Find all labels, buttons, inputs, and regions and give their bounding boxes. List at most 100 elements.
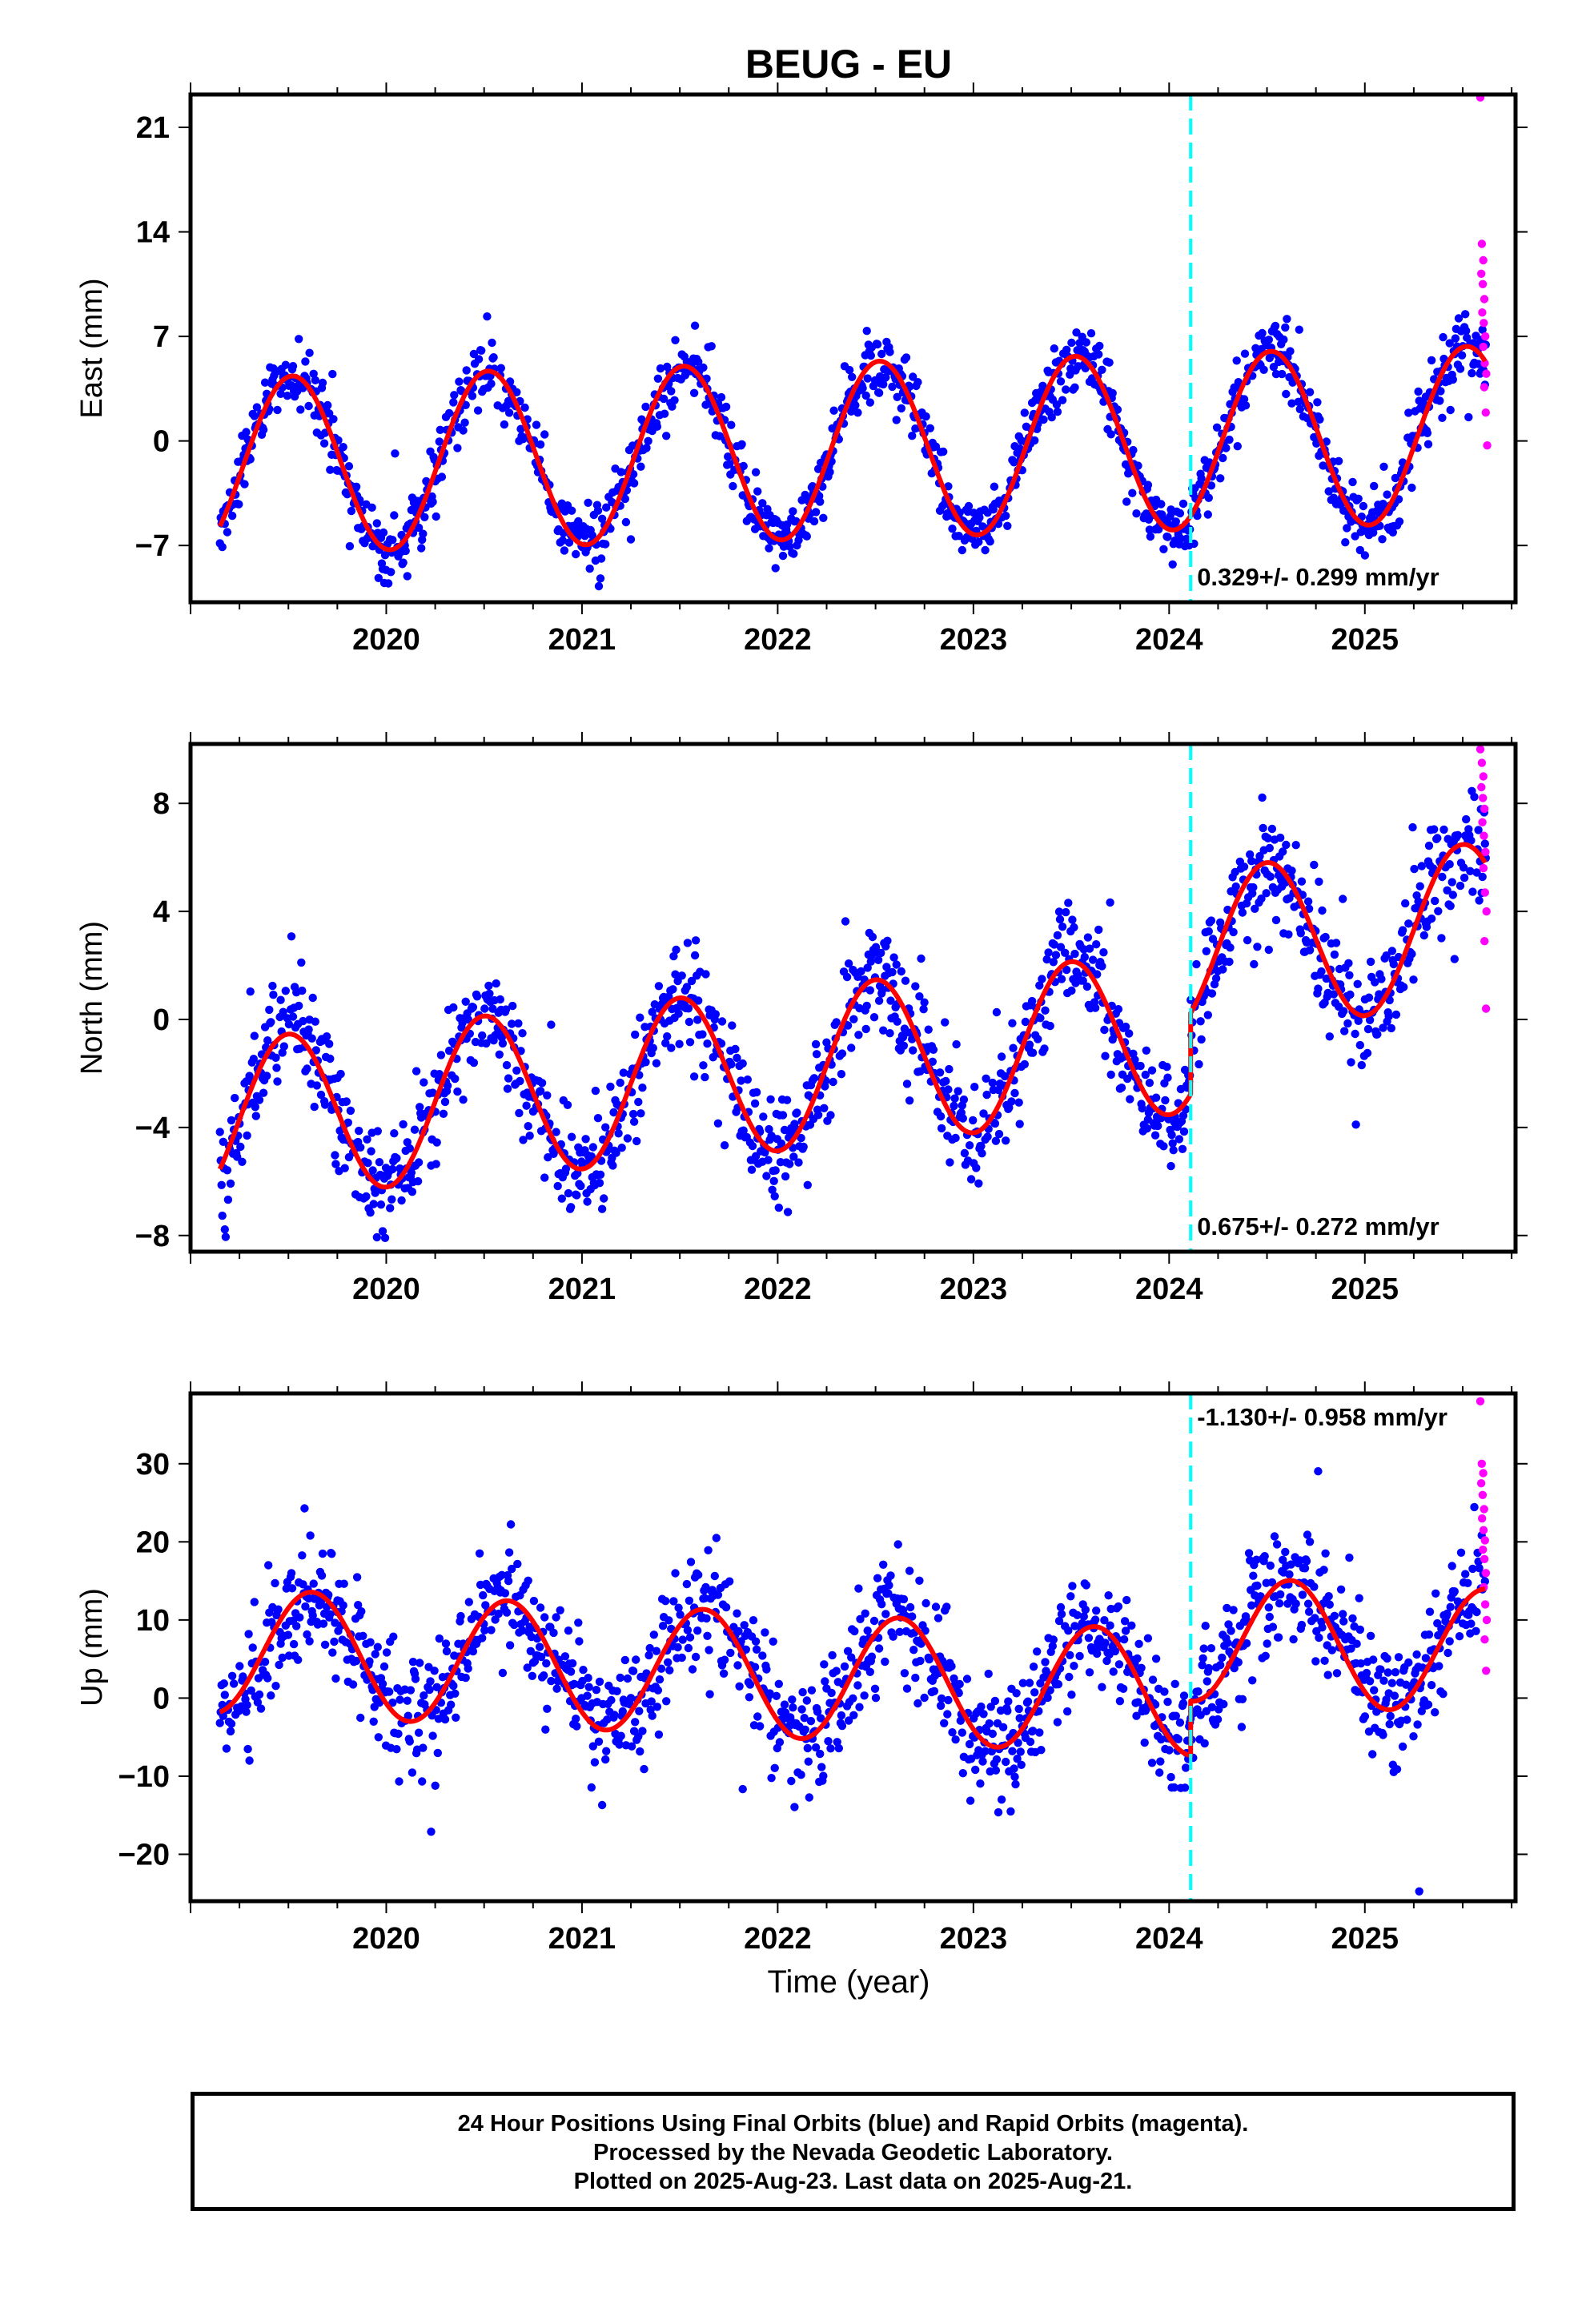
up-final-point: [1403, 1715, 1411, 1724]
north-final-point: [1296, 929, 1306, 938]
up-final-point: [263, 1674, 272, 1683]
north-final-point: [363, 1135, 371, 1144]
north-final-point: [1345, 971, 1354, 980]
up-final-point: [220, 1691, 229, 1699]
north-final-point: [1142, 1124, 1152, 1133]
up-final-point: [590, 1758, 600, 1767]
up-final-point: [1431, 1589, 1440, 1598]
east-final-point: [1163, 533, 1172, 541]
north-final-point: [606, 1082, 615, 1092]
up-final-point: [1223, 1638, 1232, 1647]
north-final-point: [731, 1044, 740, 1054]
north-final-point: [1041, 1006, 1050, 1015]
north-final-point: [514, 1019, 523, 1028]
north-final-point: [226, 1179, 235, 1188]
up-final-point: [1092, 1606, 1101, 1615]
north-final-point: [484, 981, 493, 991]
up-final-point: [940, 1719, 949, 1727]
up-final-point: [1275, 1599, 1284, 1608]
east-final-point: [954, 532, 963, 541]
north-final-point: [1373, 1030, 1382, 1039]
north-final-point: [587, 1152, 596, 1161]
up-final-point: [813, 1707, 822, 1716]
up-final-point: [1234, 1658, 1243, 1667]
east-final-point: [1132, 509, 1141, 518]
north-final-point: [766, 1095, 775, 1104]
east-final-point: [419, 529, 428, 538]
north-final-point: [1467, 836, 1476, 845]
up-final-point: [1394, 1653, 1403, 1662]
east-final-point: [782, 520, 792, 529]
up-final-point: [595, 1677, 604, 1687]
up-final-point: [1070, 1662, 1078, 1671]
up-final-point: [298, 1551, 307, 1560]
north-final-point: [892, 960, 901, 969]
north-final-point: [1046, 1021, 1054, 1031]
north-final-point: [420, 1078, 428, 1087]
north-final-point: [1007, 1097, 1016, 1106]
north-final-point: [1106, 898, 1114, 907]
east-final-point: [662, 432, 671, 440]
north-final-point: [685, 1017, 694, 1027]
up-final-point: [271, 1682, 280, 1691]
north-final-point: [691, 936, 701, 945]
east-final-point: [594, 581, 604, 591]
east-final-point: [1271, 369, 1281, 379]
up-final-point: [1165, 1746, 1174, 1755]
up-final-point: [877, 1600, 886, 1609]
up-rapid-point: [1481, 1569, 1491, 1578]
north-final-point: [992, 1007, 1002, 1017]
up-final-point: [870, 1684, 880, 1693]
east-final-point: [931, 442, 941, 451]
east-final-point: [1348, 477, 1357, 487]
north-final-point: [648, 1043, 657, 1052]
up-final-point: [243, 1744, 252, 1754]
up-final-point: [915, 1576, 924, 1586]
up-final-point: [832, 1667, 841, 1675]
north-final-point: [1094, 925, 1103, 935]
north-final-point: [576, 1181, 585, 1191]
north-final-point: [901, 976, 910, 985]
north-final-point: [677, 971, 686, 980]
east-final-point: [1171, 517, 1181, 526]
up-final-point: [661, 1597, 670, 1606]
up-final-point: [1148, 1675, 1158, 1684]
east-final-point: [1313, 398, 1322, 407]
up-final-point: [911, 1673, 920, 1683]
east-final-point: [1423, 428, 1432, 437]
north-final-point: [1282, 840, 1291, 850]
north-final-point: [877, 948, 885, 958]
north-final-point: [1126, 1095, 1134, 1104]
east-frame: [188, 92, 1518, 605]
east-final-point: [939, 447, 948, 456]
up-final-point: [652, 1647, 661, 1655]
north-final-point: [320, 1100, 330, 1109]
north-final-point: [1297, 877, 1307, 886]
north-final-point: [1347, 1058, 1355, 1067]
north-final-point: [1009, 1043, 1018, 1052]
north-final-point: [1330, 950, 1339, 959]
north-final-point: [1247, 857, 1256, 866]
east-final-point: [707, 342, 716, 351]
north-final-point: [459, 1096, 468, 1104]
up-final-point: [305, 1637, 314, 1646]
up-final-point: [1175, 1718, 1185, 1727]
up-final-point: [526, 1647, 535, 1655]
east-final-point: [1159, 545, 1168, 553]
up-final-point: [1261, 1651, 1270, 1660]
north-final-point: [1106, 1070, 1115, 1080]
up-final-point: [1323, 1671, 1332, 1679]
east-final-point: [1239, 395, 1249, 404]
up-final-point: [597, 1800, 607, 1810]
up-final-point: [356, 1713, 365, 1723]
up-final-point: [284, 1651, 294, 1660]
north-final-point: [1025, 1040, 1034, 1049]
up-final-point: [881, 1657, 889, 1667]
north-final-point: [250, 1031, 259, 1040]
up-final-point: [981, 1747, 990, 1755]
up-final-point: [1098, 1683, 1106, 1691]
north-final-point: [865, 986, 875, 995]
east-final-point: [667, 387, 676, 396]
north-final-point: [1460, 873, 1469, 883]
north-final-point: [1431, 896, 1439, 906]
